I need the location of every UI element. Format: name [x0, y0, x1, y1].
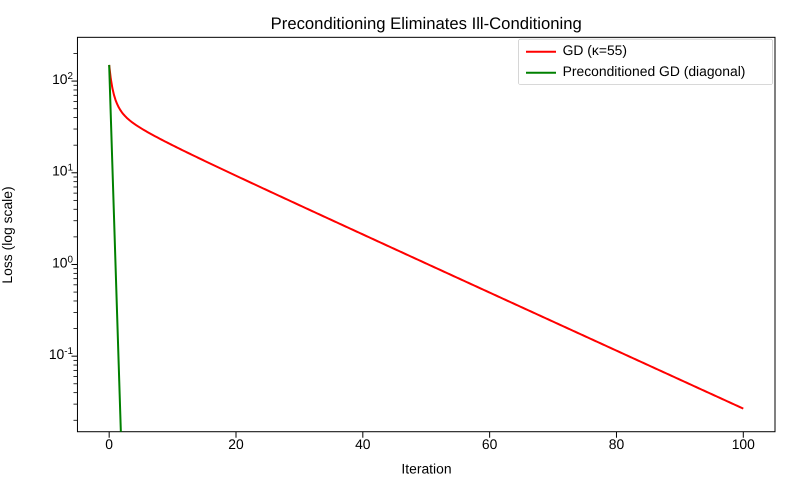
- svg-text:GD (κ=55): GD (κ=55): [563, 42, 627, 58]
- svg-text:0: 0: [105, 436, 113, 452]
- svg-text:Preconditioned GD (diagonal): Preconditioned GD (diagonal): [563, 63, 746, 79]
- svg-text:Loss (log scale): Loss (log scale): [0, 186, 15, 283]
- svg-text:80: 80: [609, 436, 625, 452]
- svg-text:Preconditioning Eliminates Ill: Preconditioning Eliminates Ill-Condition…: [271, 14, 582, 33]
- svg-text:100: 100: [732, 436, 755, 452]
- svg-text:20: 20: [228, 436, 244, 452]
- svg-text:60: 60: [482, 436, 498, 452]
- svg-text:Iteration: Iteration: [401, 461, 451, 477]
- svg-text:40: 40: [355, 436, 371, 452]
